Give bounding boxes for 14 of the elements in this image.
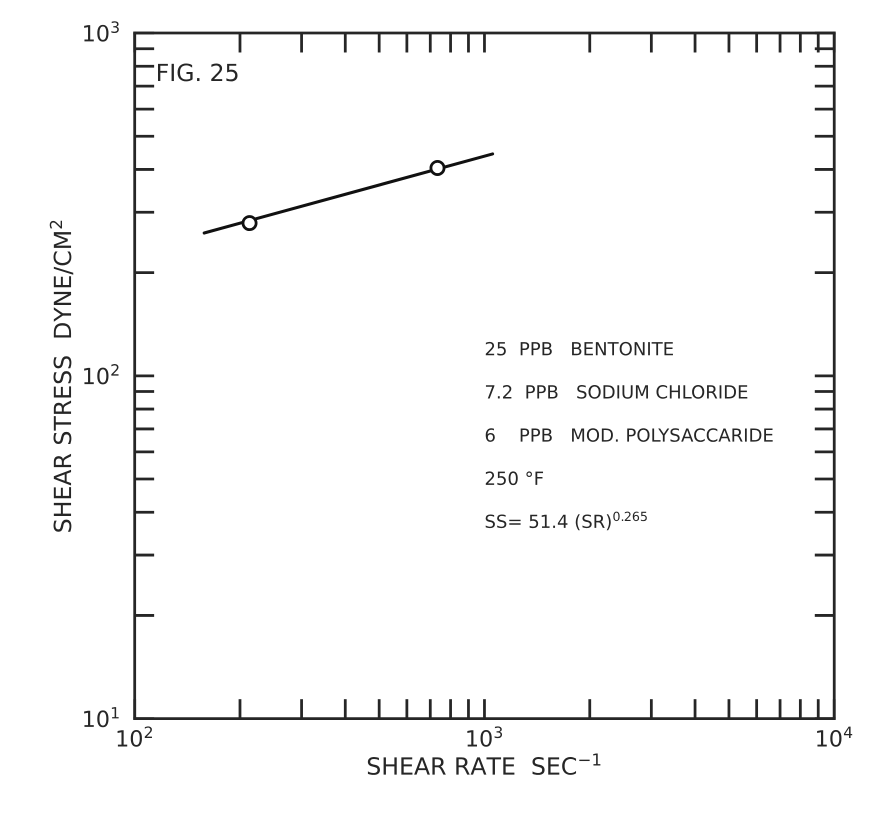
annotation: 25 PPB BENTONITE xyxy=(486,342,673,356)
annotation: 250 °F xyxy=(486,471,544,486)
y-tick-label: 10$^{1}$ xyxy=(84,707,119,728)
y-tick-label: 10$^{2}$ xyxy=(84,364,119,384)
x-tick-label: 10$^{2}$ xyxy=(118,726,152,747)
y-tick-label: 10$^{3}$ xyxy=(84,21,119,42)
annotation: 6 PPB MOD. POLYSACCARIDE xyxy=(486,428,773,442)
annotation: 7.2 PPB SODIUM CHLORIDE xyxy=(486,385,748,399)
x-axis-title: SHEAR RATE SEC$^{−1}$ xyxy=(368,753,600,775)
x-tick-label: 10$^{3}$ xyxy=(467,726,502,747)
x-tick-label: 10$^{4}$ xyxy=(817,726,852,747)
y-axis-title: SHEAR STRESS DYNE/CM$^{2}$ xyxy=(50,220,74,532)
annotation: SS= 51.4 (SR)$^{0.265}$ xyxy=(486,512,647,530)
annotation: FIG. 25 xyxy=(158,64,238,82)
